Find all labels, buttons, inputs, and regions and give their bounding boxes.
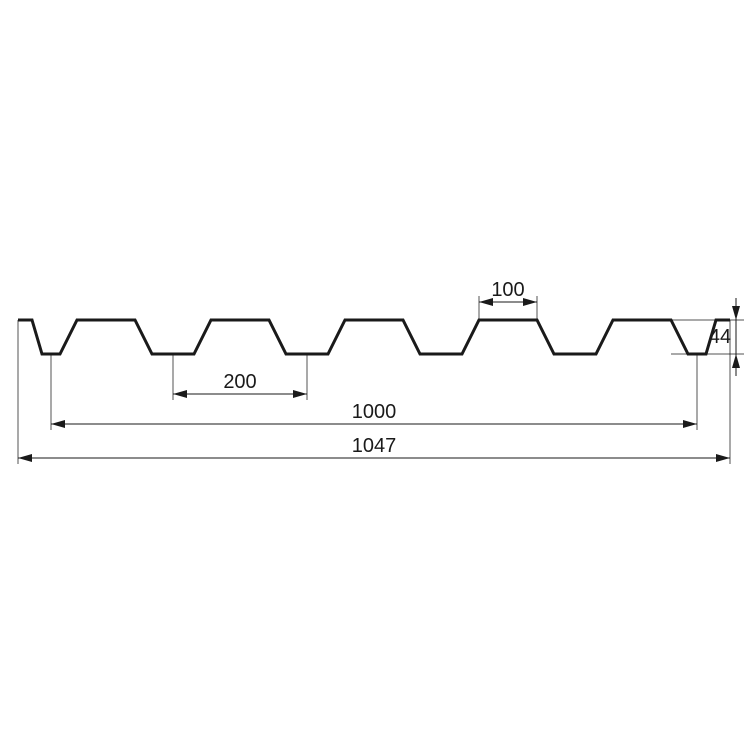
dimension-label: 1000 — [352, 401, 397, 423]
technical-drawing: 200 100 1000 1047 44 — [0, 0, 750, 750]
dimension-label: 100 — [491, 279, 524, 301]
dimension-label: 200 — [223, 371, 256, 393]
dimension-label: 1047 — [352, 435, 397, 457]
dimension-label: 44 — [709, 326, 731, 348]
